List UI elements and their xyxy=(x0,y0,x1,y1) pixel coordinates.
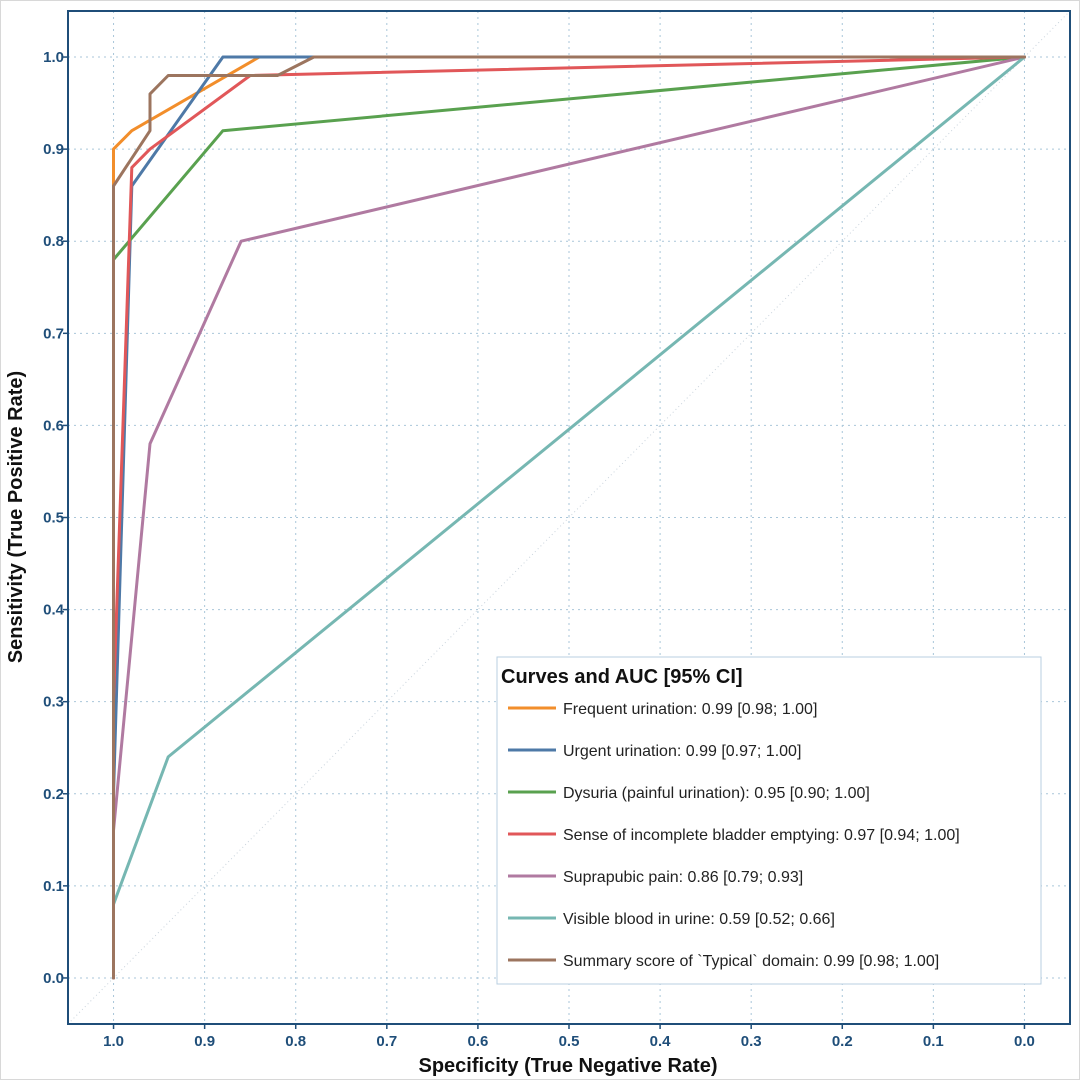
y-tick-label: 0.8 xyxy=(43,233,64,250)
y-tick-label: 0.7 xyxy=(43,325,64,342)
x-tick-label: 0.7 xyxy=(376,1033,397,1050)
legend-label-7: Summary score of `Typical` domain: 0.99 … xyxy=(563,953,939,970)
y-tick-label: 0.9 xyxy=(43,141,64,158)
y-tick-label: 1.0 xyxy=(43,49,64,66)
x-tick-label: 1.0 xyxy=(103,1033,124,1050)
x-tick-label: 0.6 xyxy=(467,1033,488,1050)
roc-curve-6 xyxy=(112,55,1026,906)
x-tick-label: 0.0 xyxy=(1014,1033,1035,1050)
x-tick-label: 0.4 xyxy=(650,1033,672,1050)
x-tick-label: 0.5 xyxy=(559,1033,580,1050)
y-tick-label: 0.4 xyxy=(43,602,65,619)
x-tick-label: 0.9 xyxy=(194,1033,215,1050)
legend-items: Frequent urination: 0.99 [0.98; 1.00] Urg… xyxy=(508,701,960,970)
legend-label-1: Frequent urination: 0.99 [0.98; 1.00] xyxy=(563,701,817,718)
legend-label-3: Dysuria (painful urination): 0.95 [0.90;… xyxy=(563,785,870,802)
legend-title: Curves and AUC [95% CI] xyxy=(501,666,743,688)
legend: Curves and AUC [95% CI] Frequent urinati… xyxy=(496,656,1042,985)
diagonal-reference-line xyxy=(67,10,1071,1025)
y-axis-title: Sensitivity (True Positive Rate) xyxy=(5,371,27,663)
x-axis-ticks: 1.0 0.9 0.8 0.7 0.6 0.5 0.4 0.3 0.2 0.1 0.0 xyxy=(103,1024,1035,1050)
x-tick-label: 0.3 xyxy=(741,1033,762,1050)
x-tick-label: 0.1 xyxy=(923,1033,944,1050)
y-axis-ticks: 0.0 0.1 0.2 0.3 0.4 0.5 0.6 0.7 0.8 0.9 1.0 xyxy=(43,49,68,987)
legend-box xyxy=(496,656,1042,985)
y-tick-label: 0.6 xyxy=(43,417,64,434)
x-axis-title: Specificity (True Negative Rate) xyxy=(419,1055,718,1077)
roc-curve-7 xyxy=(112,55,1026,980)
legend-label-2: Urgent urination: 0.99 [0.97; 1.00] xyxy=(563,743,801,760)
y-tick-label: 0.0 xyxy=(43,970,64,987)
legend-label-6: Visible blood in urine: 0.59 [0.52; 0.66… xyxy=(563,911,835,928)
y-tick-label: 0.1 xyxy=(43,878,64,895)
y-tick-label: 0.2 xyxy=(43,786,64,803)
legend-label-4: Sense of incomplete bladder emptying: 0.… xyxy=(563,827,960,844)
x-tick-label: 0.8 xyxy=(285,1033,306,1050)
y-tick-label: 0.3 xyxy=(43,694,64,711)
y-tick-label: 0.5 xyxy=(43,510,64,527)
x-tick-label: 0.2 xyxy=(832,1033,853,1050)
curves xyxy=(112,55,1026,980)
legend-label-5: Suprapubic pain: 0.86 [0.79; 0.93] xyxy=(563,869,803,886)
